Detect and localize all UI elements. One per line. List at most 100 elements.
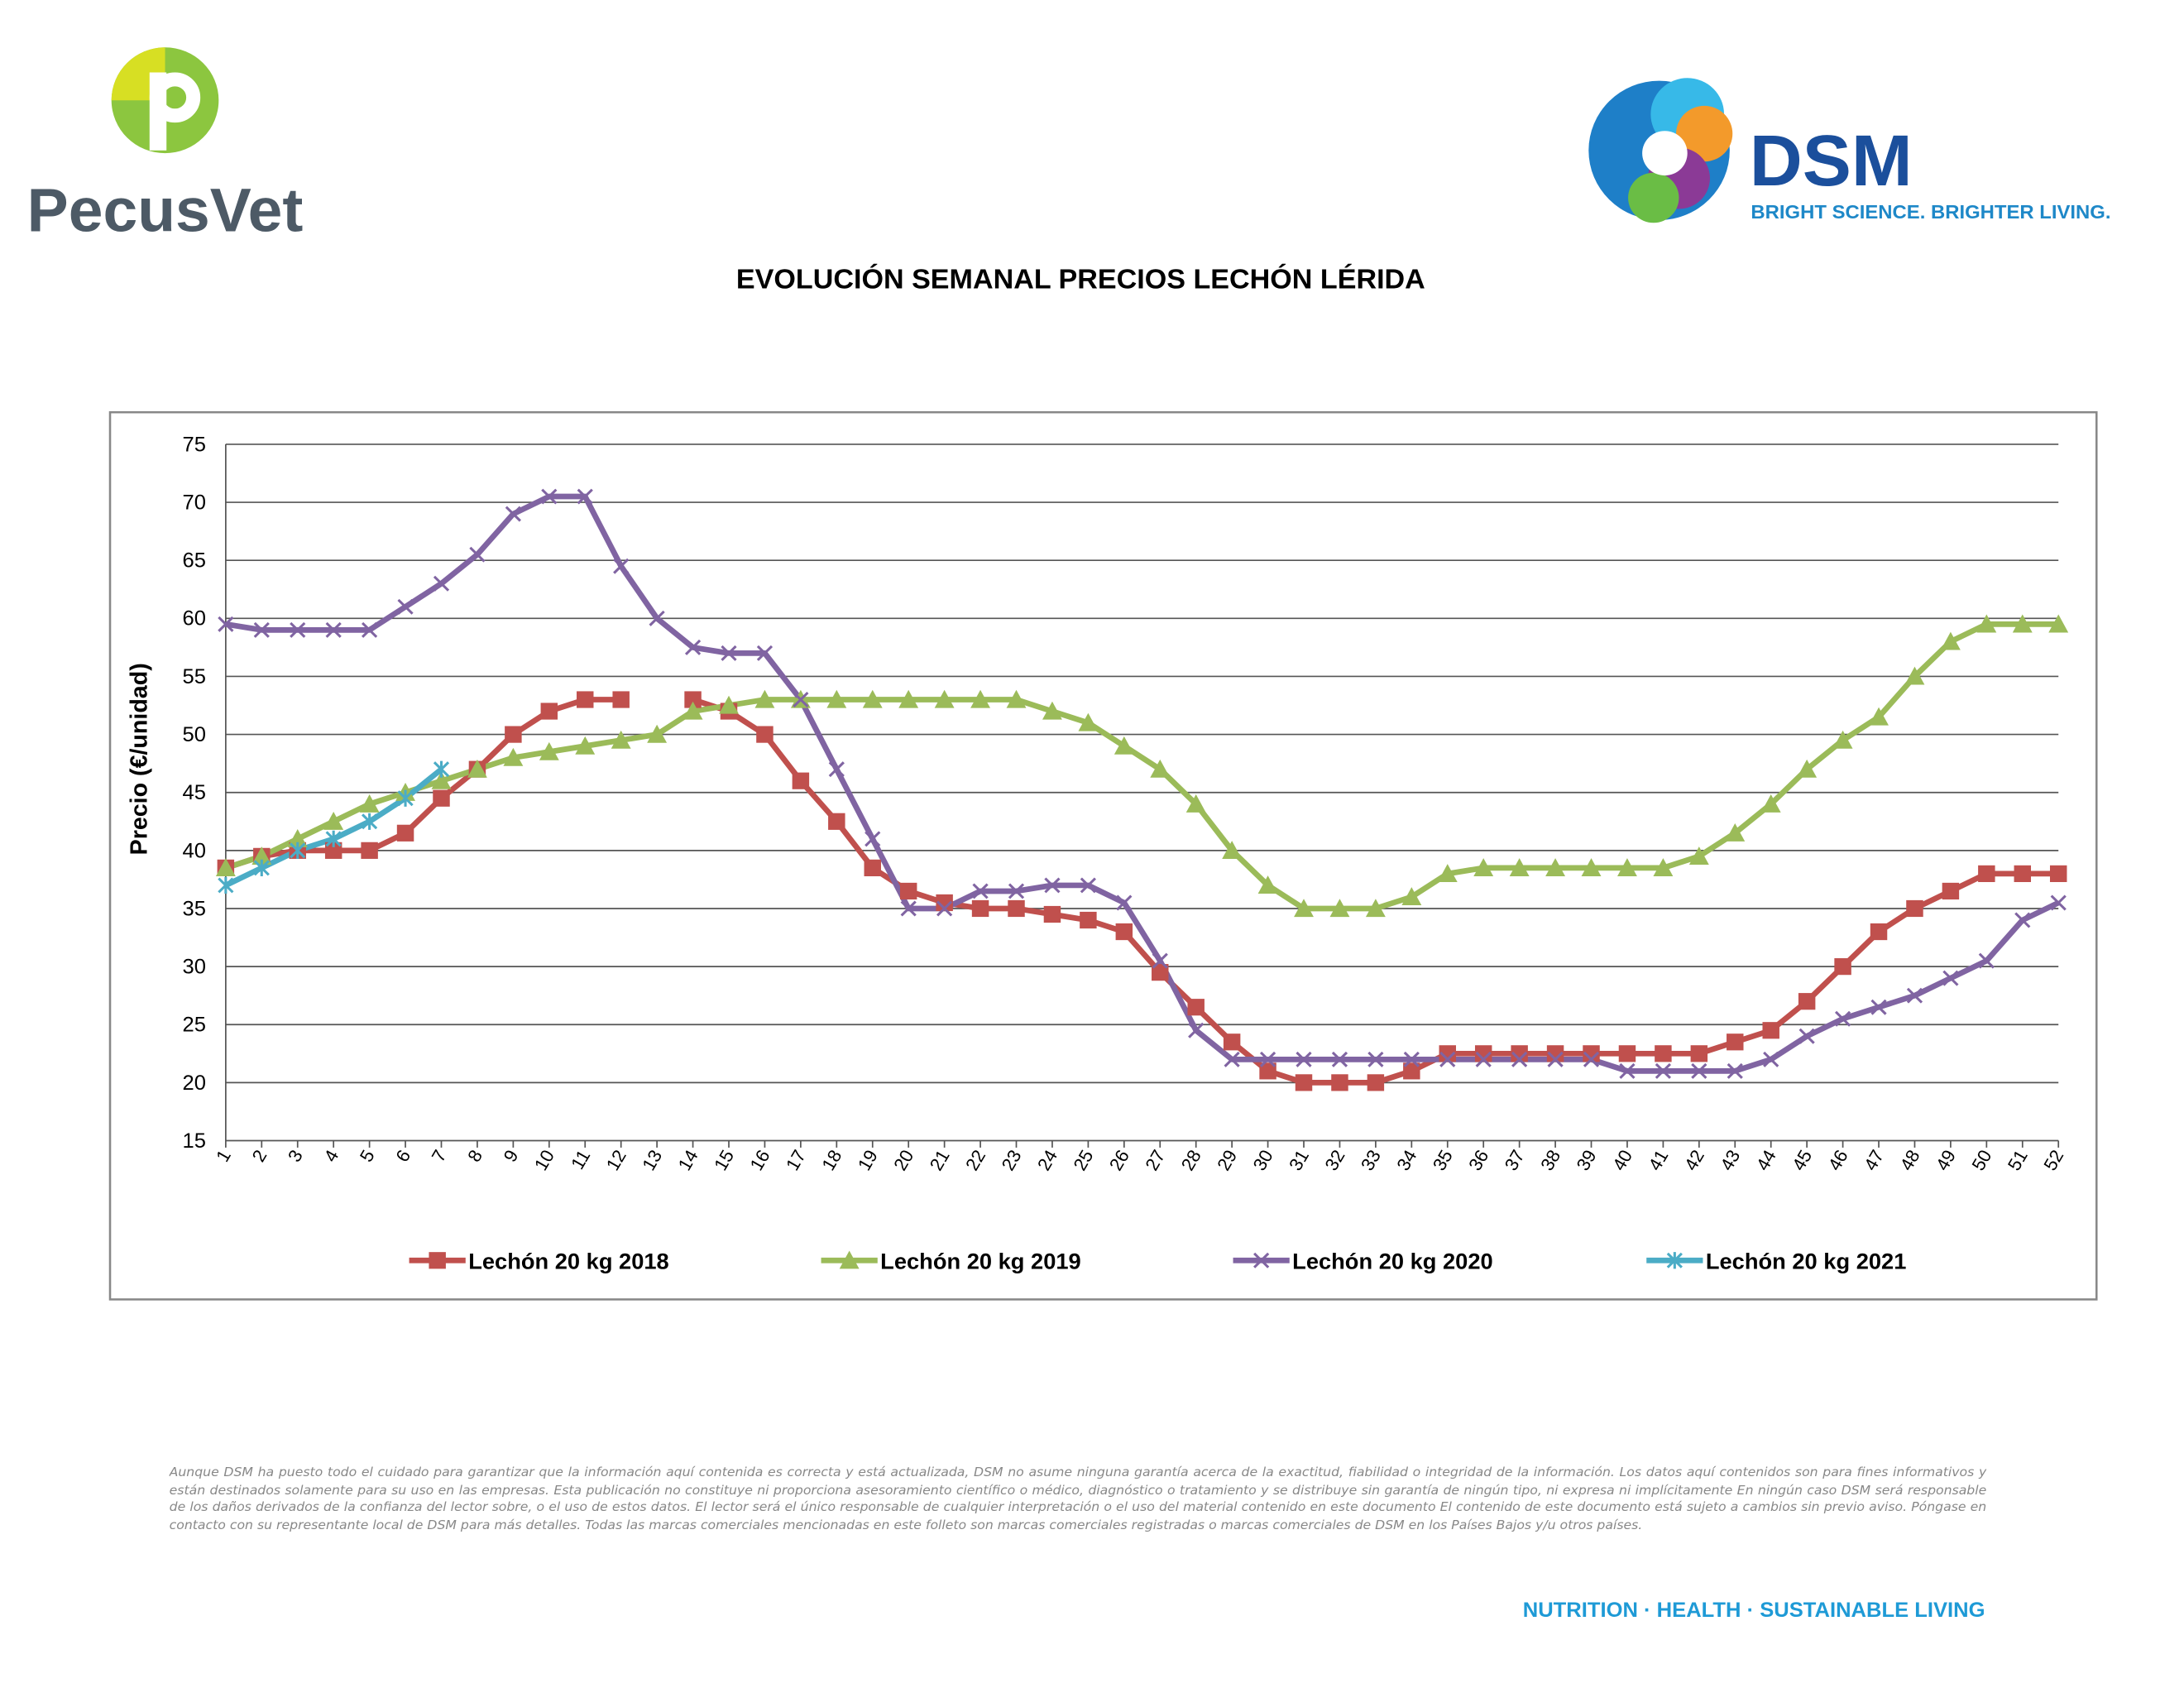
marker (1401, 887, 1422, 906)
marker (1116, 894, 1133, 911)
marker (575, 736, 596, 755)
marker (1942, 970, 1959, 986)
marker (828, 813, 845, 830)
marker (397, 789, 414, 807)
pecusvet-logo: PecusVet (27, 47, 303, 244)
marker (1295, 1074, 1313, 1091)
marker (505, 726, 522, 743)
marker (1329, 899, 1350, 918)
marker (792, 772, 810, 789)
marker (1906, 899, 1923, 918)
marker (325, 830, 342, 847)
marker (1617, 858, 1637, 876)
series-line (225, 493, 2060, 1074)
marker (1114, 736, 1134, 755)
marker (1547, 1051, 1564, 1067)
marker (1619, 1062, 1636, 1079)
marker (1832, 730, 1853, 749)
marker (611, 730, 631, 749)
marker (1760, 794, 1781, 813)
marker (429, 1252, 446, 1269)
marker (1691, 1062, 1707, 1079)
marker (540, 703, 558, 720)
marker (253, 621, 270, 638)
marker (431, 770, 452, 789)
marker (1222, 841, 1243, 859)
marker (934, 689, 955, 708)
marker (1257, 875, 1278, 894)
marker (1152, 952, 1168, 969)
marker (287, 829, 308, 847)
y-tick-label: 45 (183, 781, 206, 804)
marker (361, 842, 378, 859)
marker (839, 1250, 860, 1269)
marker (1187, 999, 1205, 1016)
marker (469, 546, 486, 563)
marker (1042, 701, 1062, 720)
disclaimer-box: Aunque DSM ha puesto todo el cuidado par… (170, 1465, 1987, 1533)
marker (1331, 1051, 1348, 1067)
marker (1437, 864, 1458, 883)
marker (1365, 899, 1386, 918)
marker (1043, 905, 1061, 923)
marker (1294, 899, 1314, 918)
y-tick-label: 25 (183, 1014, 206, 1037)
y-tick-label: 65 (183, 549, 206, 573)
marker (900, 900, 917, 917)
marker (1904, 666, 1925, 685)
legend-label: Lechón 20 kg 2021 (1706, 1249, 1907, 1274)
legend-label: Lechón 20 kg 2020 (1292, 1249, 1493, 1274)
marker (936, 900, 953, 917)
marker (1581, 858, 1602, 876)
marker (505, 506, 521, 522)
brand-right: DSM (1750, 119, 1913, 200)
marker (1006, 689, 1027, 708)
marker (2048, 614, 2069, 633)
marker (1185, 794, 1206, 813)
marker (1618, 1045, 1636, 1062)
marker (1080, 911, 1097, 929)
marker (1797, 759, 1818, 778)
marker (1367, 1074, 1385, 1091)
marker (1762, 1022, 1779, 1039)
marker (1115, 923, 1133, 941)
legend-label: Lechón 20 kg 2019 (880, 1249, 1081, 1274)
marker (2012, 614, 2033, 633)
marker (612, 691, 630, 708)
marker (1473, 858, 1494, 876)
marker (1798, 1028, 1815, 1044)
marker (539, 741, 559, 760)
marker (1224, 1051, 1240, 1067)
marker (251, 846, 272, 865)
marker (362, 813, 378, 830)
marker (1078, 712, 1099, 731)
marker (1978, 865, 1995, 883)
marker (756, 645, 774, 661)
marker (972, 883, 989, 899)
marker (1870, 999, 1887, 1015)
marker (971, 899, 989, 918)
marker (290, 842, 306, 859)
marker (719, 695, 739, 714)
marker (613, 558, 630, 574)
slogan: NUTRITION · HEALTH · SUSTAINABLE LIVING (1523, 1599, 1985, 1622)
marker (433, 575, 450, 592)
y-tick-label: 20 (183, 1072, 206, 1095)
marker (1545, 858, 1566, 876)
marker (1403, 1062, 1420, 1080)
y-tick-label: 50 (183, 723, 206, 746)
marker (1870, 923, 1888, 941)
marker (218, 876, 234, 894)
marker (1727, 1033, 1744, 1051)
y-tick-label: 35 (183, 898, 206, 921)
marker (828, 761, 845, 778)
marker (1583, 1045, 1600, 1062)
marker (649, 610, 665, 626)
marker (1474, 1045, 1492, 1062)
marker (684, 691, 702, 708)
marker (1511, 1051, 1528, 1067)
marker (1688, 846, 1709, 865)
marker (1296, 1051, 1312, 1067)
chart-title: EVOLUCIÓN SEMANAL PRECIOS LECHÓN LÉRIDA (736, 264, 1425, 295)
marker (1259, 1051, 1276, 1067)
